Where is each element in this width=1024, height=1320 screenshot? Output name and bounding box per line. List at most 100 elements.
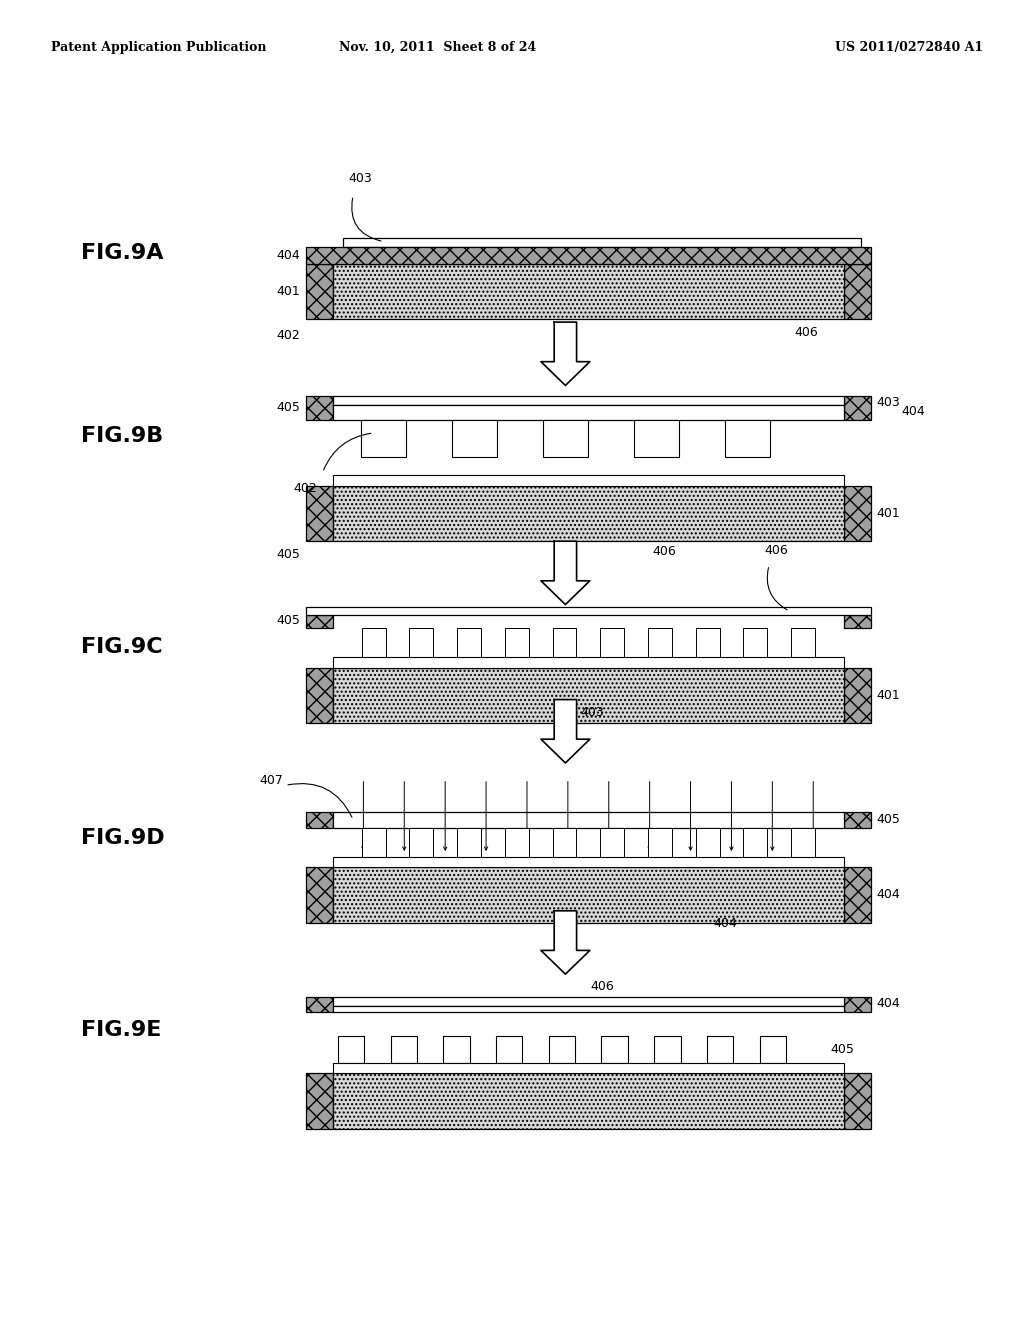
Text: 406: 406 xyxy=(652,545,676,558)
Bar xyxy=(725,420,770,457)
Text: 402: 402 xyxy=(276,329,300,342)
Bar xyxy=(695,628,720,657)
Bar xyxy=(553,628,577,657)
Bar xyxy=(452,420,498,457)
Bar xyxy=(360,420,407,457)
Text: 403: 403 xyxy=(877,396,900,409)
Bar xyxy=(338,1036,365,1063)
Bar xyxy=(743,828,767,857)
Bar xyxy=(505,828,528,857)
Text: FIG.9B: FIG.9B xyxy=(82,425,164,446)
Bar xyxy=(343,238,861,247)
Bar xyxy=(305,396,333,420)
Bar xyxy=(305,615,333,628)
Text: FIG.9E: FIG.9E xyxy=(82,1019,162,1040)
Text: 405: 405 xyxy=(877,813,900,826)
Bar xyxy=(333,1073,844,1129)
Text: 405: 405 xyxy=(276,401,300,414)
Text: FIG.9D: FIG.9D xyxy=(82,828,165,849)
Text: 404: 404 xyxy=(713,917,737,931)
Bar xyxy=(333,657,844,668)
Text: 401: 401 xyxy=(276,285,300,298)
Bar xyxy=(792,628,815,657)
Bar xyxy=(390,1036,417,1063)
Bar xyxy=(333,668,844,723)
Bar xyxy=(333,486,844,541)
Text: 406: 406 xyxy=(591,979,614,993)
Bar xyxy=(305,867,333,923)
Bar xyxy=(601,1036,628,1063)
Bar xyxy=(549,1036,575,1063)
Bar xyxy=(361,828,386,857)
Bar xyxy=(505,628,528,657)
Bar xyxy=(553,828,577,857)
Bar xyxy=(760,1036,786,1063)
Bar xyxy=(305,668,333,723)
Bar xyxy=(305,264,333,319)
Bar xyxy=(844,396,871,420)
Bar xyxy=(305,264,333,319)
Bar xyxy=(361,628,386,657)
Text: FIG.9A: FIG.9A xyxy=(82,243,164,264)
Bar xyxy=(844,668,871,723)
Polygon shape xyxy=(541,322,590,385)
Bar xyxy=(305,997,333,1012)
Bar xyxy=(600,828,624,857)
Bar xyxy=(844,486,871,541)
Bar xyxy=(305,812,333,828)
Bar xyxy=(333,867,844,923)
Polygon shape xyxy=(541,541,590,605)
Bar xyxy=(305,1073,333,1129)
Text: 405: 405 xyxy=(276,548,300,561)
Bar xyxy=(844,812,871,828)
Bar xyxy=(410,828,433,857)
Bar xyxy=(844,396,871,420)
Bar xyxy=(844,615,871,628)
Bar xyxy=(743,628,767,657)
Bar xyxy=(305,486,333,541)
Bar xyxy=(333,668,844,723)
Bar xyxy=(792,828,815,857)
Bar xyxy=(634,420,679,457)
Bar xyxy=(333,475,844,486)
Bar xyxy=(305,812,333,828)
Bar xyxy=(333,396,844,405)
Bar xyxy=(707,1036,733,1063)
Text: US 2011/0272840 A1: US 2011/0272840 A1 xyxy=(836,41,983,54)
Bar xyxy=(844,812,871,828)
Bar xyxy=(844,997,871,1012)
Bar xyxy=(496,1036,522,1063)
Bar xyxy=(305,668,333,723)
Bar xyxy=(333,264,844,319)
Bar xyxy=(305,247,871,264)
Text: 404: 404 xyxy=(877,888,900,902)
Text: 404: 404 xyxy=(276,249,300,261)
Bar xyxy=(333,486,844,541)
Bar xyxy=(333,264,844,319)
Text: 403: 403 xyxy=(581,706,604,719)
Bar xyxy=(305,247,871,264)
Text: 405: 405 xyxy=(276,614,300,627)
Text: 406: 406 xyxy=(795,326,818,339)
Text: 403: 403 xyxy=(348,172,372,185)
Text: 405: 405 xyxy=(830,1043,854,1056)
Bar xyxy=(600,628,624,657)
Bar xyxy=(543,420,589,457)
Bar xyxy=(654,1036,681,1063)
Bar xyxy=(333,405,844,420)
Bar xyxy=(305,997,333,1012)
Text: 406: 406 xyxy=(764,544,787,557)
Bar xyxy=(333,1006,844,1012)
Bar xyxy=(333,997,844,1006)
Text: FIG.9C: FIG.9C xyxy=(82,636,163,657)
Bar xyxy=(305,615,333,628)
Polygon shape xyxy=(541,911,590,974)
Bar xyxy=(333,812,844,828)
Text: 401: 401 xyxy=(877,507,900,520)
Bar xyxy=(844,997,871,1012)
Bar xyxy=(844,1073,871,1129)
Bar xyxy=(305,486,333,541)
Bar xyxy=(305,396,333,420)
Bar xyxy=(844,264,871,319)
Bar xyxy=(844,486,871,541)
